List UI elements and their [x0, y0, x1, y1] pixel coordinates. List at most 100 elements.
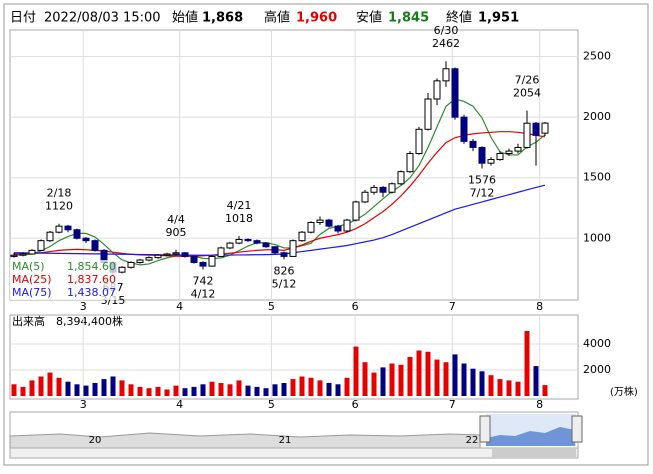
annotation-date: 7/12: [470, 187, 495, 200]
candle-body: [199, 261, 207, 267]
scrollbar-thumb[interactable]: [492, 449, 576, 457]
low-label: 安値: [356, 10, 382, 26]
volume-bar: [47, 372, 53, 396]
candle-body: [46, 231, 54, 242]
volume-bar: [218, 383, 224, 396]
volume-bar: [191, 386, 197, 396]
candle-body: [118, 266, 126, 273]
candle-body: [316, 219, 324, 224]
candle-body: [19, 253, 27, 256]
open-label: 始値: [172, 10, 198, 26]
candle-body: [487, 159, 495, 164]
candle-body: [127, 261, 135, 268]
volume-bar: [245, 385, 251, 396]
candle-body: [271, 246, 279, 254]
candle-body: [190, 255, 198, 263]
close-label: 終値: [446, 10, 472, 26]
volume-bar: [83, 385, 89, 396]
y-tick-label: 2000: [583, 110, 611, 123]
volume-bar: [272, 384, 278, 396]
volume-bar: [236, 380, 242, 396]
candle-body: [505, 150, 513, 154]
candle-body: [334, 225, 342, 232]
volume-bar: [389, 363, 395, 396]
annotation-value: 2462: [432, 37, 460, 50]
candle-body: [343, 219, 351, 232]
candle-body: [352, 201, 360, 221]
candle-body: [325, 219, 333, 227]
annotation-date: 4/12: [191, 287, 216, 300]
candle-body: [37, 240, 45, 251]
candle-body: [280, 252, 288, 257]
volume-bar: [290, 379, 296, 396]
candle-body: [91, 240, 99, 251]
annotation-date: 4/21: [227, 199, 252, 212]
x-tick-label: 4: [176, 398, 183, 411]
annotation-date: 2/18: [47, 187, 72, 200]
volume-bar: [173, 385, 179, 396]
volume-bar: [146, 388, 152, 396]
x-tick-label: 8: [536, 398, 543, 411]
low: 1,845: [388, 11, 429, 26]
candle-body: [289, 240, 297, 257]
volume-bar: [308, 377, 314, 396]
volume-bar: [443, 362, 449, 396]
volume-bar: [164, 389, 170, 396]
volume-bar: [434, 359, 440, 396]
candle-body: [415, 128, 423, 154]
navigator-label: 22: [466, 435, 479, 446]
candle-body: [28, 249, 36, 255]
volume-bar: [38, 376, 44, 396]
x-tick-label: 7: [449, 300, 456, 313]
candle-body: [298, 231, 306, 242]
volume-bar: [506, 380, 512, 396]
volume-bar: [110, 376, 116, 396]
volume-bar: [380, 367, 386, 396]
legend-name: MA(5): [12, 260, 45, 273]
volume-bar: [326, 383, 332, 396]
volume-bar: [344, 377, 350, 396]
candle-body: [73, 229, 81, 239]
navigator-handle-left[interactable]: [479, 415, 491, 443]
y-tick-label: 2500: [583, 50, 611, 63]
legend-value: 1,438.07: [67, 286, 116, 299]
navigator-label: 20: [89, 435, 102, 446]
candle-body: [361, 191, 369, 203]
navigator-handle-right[interactable]: [571, 415, 583, 443]
candle-body: [154, 254, 162, 259]
candle-body: [244, 238, 252, 242]
candle-body: [172, 252, 180, 255]
legend-box: [10, 260, 118, 300]
x-tick-label: 4: [176, 300, 183, 313]
volume-label: 出来高: [12, 314, 45, 328]
volume-bar: [209, 381, 215, 396]
candle-body: [136, 259, 144, 263]
volume-bar: [353, 346, 359, 396]
open: 1,868: [202, 11, 243, 26]
candle-body: [64, 225, 72, 231]
candle-body: [145, 257, 153, 261]
legend-name: MA(75): [12, 286, 52, 299]
annotation-date: 5/12: [272, 277, 297, 290]
annotation-date: 7/26: [515, 74, 540, 87]
navigator-label: 21: [279, 435, 292, 446]
annotation-date: 6/30: [434, 24, 459, 37]
legend-value: 1,854.60: [67, 260, 116, 273]
navigator-history: [9, 432, 481, 449]
high: 1,960: [296, 11, 337, 26]
candle-body: [496, 152, 504, 161]
legend-value: 1,837.60: [67, 273, 116, 286]
volume-tick-label: 2000: [583, 363, 611, 376]
volume-bar: [398, 364, 404, 396]
candle-body: [478, 146, 486, 164]
volume-bar: [371, 372, 377, 396]
volume-bar: [488, 375, 494, 396]
candle-body: [523, 122, 531, 148]
volume-bar: [263, 388, 269, 396]
annotation-value: 905: [166, 226, 187, 239]
candle-body: [433, 80, 441, 100]
scrollbar[interactable]: [9, 447, 579, 459]
x-tick-label: 3: [80, 300, 87, 313]
annotation-value: 742: [193, 274, 214, 287]
